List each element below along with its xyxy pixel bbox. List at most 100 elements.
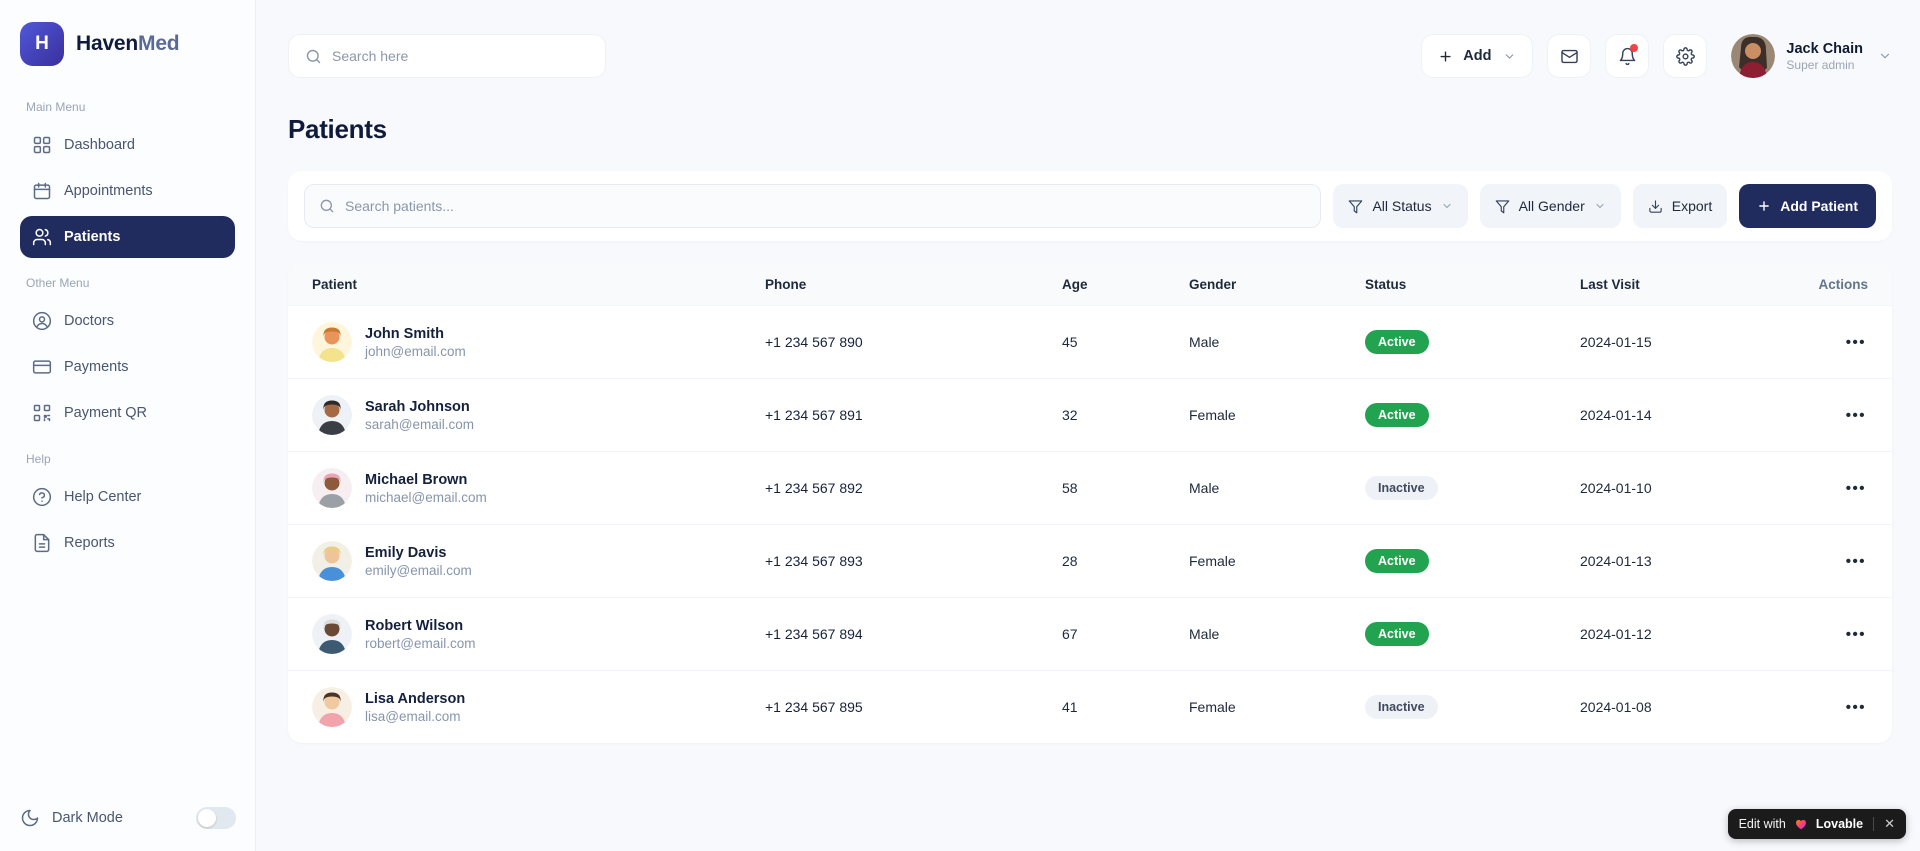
sidebar-item-payments[interactable]: Payments [20,346,235,388]
qr-code-icon [33,404,51,422]
gender-cell: Female [1189,553,1236,569]
column-header-patient: Patient [312,276,358,292]
patient-identity: John Smith john@email.com [365,325,466,359]
actions-cell: ••• [1800,403,1868,428]
dashboard-icon [33,136,51,154]
export-button[interactable]: Export [1632,184,1728,228]
status-cell: Inactive [1365,476,1580,500]
gender-filter-dropdown[interactable]: All Gender [1479,184,1621,228]
user-menu[interactable]: Jack Chain Super admin [1731,34,1892,78]
messages-button[interactable] [1547,34,1592,78]
age-cell: 45 [1062,334,1078,350]
add-button[interactable]: Add [1421,34,1534,78]
topbar: Add Jack Chain Super admin [288,34,1892,78]
calendar-icon [33,182,51,200]
gear-icon [1676,46,1695,66]
patient-name: Robert Wilson [365,618,464,635]
add-button-label: Add [1463,48,1492,64]
patient-avatar [312,541,352,581]
page-title: Patients [288,114,387,144]
sidebar-item-label: Doctors [64,313,114,329]
chevron-down-icon [1506,53,1514,59]
sidebar-item-payment-qr[interactable]: Payment QR [20,392,235,434]
notification-dot [1630,44,1639,52]
user-role: Super admin [1786,58,1855,73]
patient-search [304,184,1322,228]
brand-logo: H [20,22,64,66]
phone-cell: +1 234 567 895 [765,699,863,715]
row-actions-button[interactable]: ••• [1844,622,1868,647]
last-visit-cell: 2024-01-08 [1580,699,1652,715]
bell-icon [1619,47,1636,65]
add-patient-label: Add Patient [1780,198,1858,214]
phone-cell: +1 234 567 890 [765,334,863,350]
row-actions-button[interactable]: ••• [1844,330,1868,355]
gender-cell: Male [1189,480,1220,496]
status-badge: Inactive [1365,476,1438,500]
row-actions-button[interactable]: ••• [1844,549,1868,574]
patient-name: Emily Davis [365,545,447,562]
global-search-input[interactable] [332,48,589,64]
section-label-main-menu: Main Menu [26,100,86,114]
filter-icon [1349,199,1363,213]
filter-bar: All Status All Gender Export Add Patient [288,171,1892,241]
patient-search-input[interactable] [345,198,1307,214]
notifications-button[interactable] [1605,34,1650,78]
last-visit-cell: 2024-01-13 [1580,553,1652,569]
close-icon[interactable]: ✕ [1884,816,1895,831]
plus-icon [1440,50,1451,62]
filter-icon [1495,199,1509,213]
patients-icon [32,228,52,246]
patient-avatar [312,614,352,654]
settings-button[interactable] [1663,34,1708,78]
status-cell: Inactive [1365,695,1580,719]
dark-mode-toggle[interactable] [196,807,236,829]
age-cell: 58 [1062,480,1078,496]
chevron-down-icon [1443,203,1451,209]
user-info: Jack Chain Super admin [1786,40,1863,72]
sidebar-item-label: Payments [64,359,129,375]
patient-avatar [312,395,352,435]
row-actions-button[interactable]: ••• [1844,476,1868,501]
sidebar-item-help-center[interactable]: Help Center [20,476,235,518]
patient-cell: Michael Brown michael@email.com [312,468,765,508]
sidebar-item-doctors[interactable]: Doctors [20,300,235,342]
section-label-help: Help [26,452,51,466]
actions-cell: ••• [1800,622,1868,647]
patient-identity: Robert Wilson robert@email.com [365,617,476,651]
patient-identity: Sarah Johnson sarah@email.com [365,398,474,432]
sidebar-item-patients[interactable]: Patients [20,216,235,258]
age-cell: 32 [1062,407,1078,423]
search-icon [320,199,334,213]
lovable-prefix: Edit with [1738,817,1786,831]
add-patient-button[interactable]: Add Patient [1739,184,1876,228]
topbar-right: Add Jack Chain Super admin [1421,34,1892,78]
patient-email: michael@email.com [365,489,487,505]
brand-logo-letter: H [35,33,49,54]
patients-table: Patient Phone Age Gender Status Last Vis… [288,263,1892,743]
sidebar-item-appointments[interactable]: Appointments [20,170,235,212]
status-badge: Active [1365,549,1429,573]
moon-icon [21,809,39,827]
sidebar-item-dashboard[interactable]: Dashboard [20,124,235,166]
help-circle-icon [32,487,52,507]
table-row: Lisa Anderson lisa@email.com +1 234 567 … [288,670,1892,743]
table-row: John Smith john@email.com +1 234 567 890… [288,305,1892,378]
sidebar: H HavenMed Main Menu Dashboard Appointme… [0,0,256,851]
status-filter-dropdown[interactable]: All Status [1333,184,1468,228]
sidebar-item-reports[interactable]: Reports [20,522,235,564]
sidebar-item-label: Help Center [64,489,142,505]
patient-name: Lisa Anderson [365,691,466,708]
patient-email: lisa@email.com [365,708,461,724]
row-actions-button[interactable]: ••• [1844,403,1868,428]
global-search [288,34,606,78]
last-visit-cell: 2024-01-12 [1580,626,1652,642]
row-actions-button[interactable]: ••• [1844,695,1868,720]
last-visit-cell: 2024-01-10 [1580,480,1652,496]
sidebar-item-label: Reports [64,535,115,551]
status-filter-label: All Status [1372,198,1432,214]
gender-cell: Female [1189,407,1236,423]
last-visit-cell: 2024-01-15 [1580,334,1652,350]
status-cell: Active [1365,622,1580,646]
status-badge: Active [1365,403,1429,427]
